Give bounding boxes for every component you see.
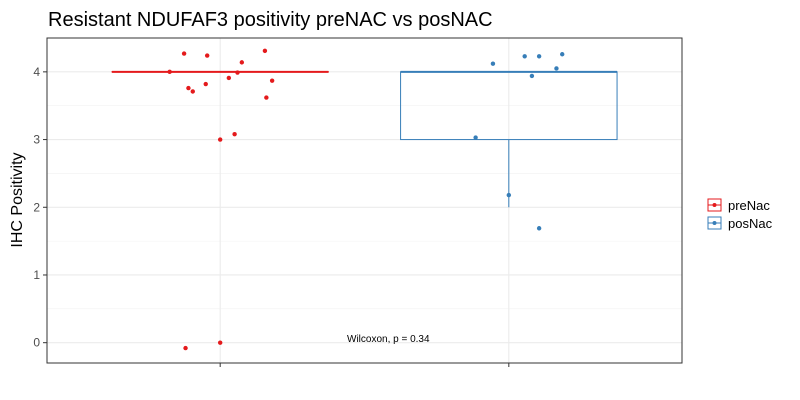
data-point — [522, 54, 527, 59]
data-point — [262, 48, 268, 54]
data-point — [217, 137, 223, 142]
data-point — [204, 53, 210, 58]
data-point — [506, 192, 512, 198]
plot-panel — [46, 37, 683, 364]
data-point — [217, 340, 223, 345]
box-posNac — [400, 70, 618, 208]
points — [167, 48, 565, 351]
data-point — [190, 89, 195, 94]
data-point — [264, 95, 269, 100]
data-point — [235, 70, 240, 75]
panel-background — [47, 38, 682, 363]
y-tick-label: 0 — [33, 336, 40, 350]
data-point — [239, 60, 245, 65]
data-point — [536, 226, 542, 231]
y-axis-title: IHC Positivity — [9, 152, 26, 247]
y-tick-label: 3 — [33, 133, 40, 147]
legend-item-posNac: posNac — [707, 216, 773, 231]
y-tick-label: 1 — [33, 268, 40, 282]
data-point — [529, 73, 535, 79]
legend-item-preNac: preNac — [707, 198, 770, 213]
legend-key-point — [712, 221, 717, 225]
data-point — [167, 69, 172, 75]
data-point — [560, 52, 565, 57]
x-axis — [219, 363, 510, 367]
data-point — [183, 345, 188, 351]
data-point — [536, 54, 542, 59]
wilcoxon-annotation: Wilcoxon, p = 0.34 — [347, 334, 430, 345]
points-preNac — [167, 48, 275, 351]
legend: preNac posNac — [707, 198, 773, 231]
data-point — [490, 61, 496, 66]
legend-key-point — [712, 203, 717, 207]
data-point — [554, 66, 559, 71]
y-tick-label: 4 — [33, 65, 40, 79]
points-posNac — [473, 52, 565, 231]
y-axis: 0 1 2 3 4 — [33, 65, 47, 350]
panel-border — [46, 37, 683, 364]
data-point — [203, 81, 208, 87]
data-point — [226, 75, 232, 81]
data-point — [232, 131, 237, 137]
data-point — [181, 51, 187, 56]
data-point — [186, 85, 191, 91]
boxes — [111, 70, 618, 208]
grid-minor — [47, 105, 682, 310]
legend-label: preNac — [728, 198, 770, 213]
y-tick-label: 2 — [33, 200, 40, 214]
chart-title: Resistant NDUFAF3 positivity preNAC vs p… — [48, 9, 493, 31]
data-point — [269, 78, 275, 83]
legend-label: posNac — [728, 216, 773, 231]
data-point — [473, 135, 478, 140]
